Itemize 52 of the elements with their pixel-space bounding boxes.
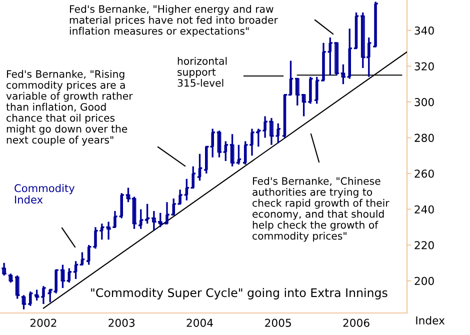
- y-tick-label: 280: [414, 134, 434, 142]
- candlestick: [353, 12, 360, 50]
- x-tick-label: 2002: [30, 318, 56, 327]
- candlestick: [138, 208, 144, 230]
- candlestick: [314, 76, 320, 105]
- y-tick-label: 260: [414, 170, 434, 178]
- candlestick: [300, 94, 307, 118]
- x-tick-label: 2005: [265, 318, 291, 327]
- candlestick: [60, 264, 66, 289]
- candlestick: [190, 166, 196, 189]
- candlestick: [236, 144, 242, 166]
- candlestick: [72, 260, 79, 280]
- candlestick: [216, 130, 222, 158]
- y-tick-label: 320: [414, 62, 434, 70]
- candlestick: [307, 76, 314, 105]
- candlestick: [8, 272, 14, 284]
- annotation: Fed's Bernanke, "Chinese authorities are trying to check rapid growth of their economy, and that should help check the growth of commodity prices": [252, 177, 390, 242]
- y-tick-label: 340: [414, 26, 434, 35]
- y-axis-title: Index: [416, 316, 445, 325]
- annotation: horizontal support 315-level: [178, 57, 227, 87]
- candlestick: [196, 152, 203, 182]
- candlestick: [274, 122, 282, 144]
- candlestick: [20, 294, 27, 310]
- candlestick: [0, 262, 8, 276]
- y-tick-label: 200: [414, 276, 434, 286]
- candlestick: [164, 201, 170, 224]
- candlestick: [346, 28, 353, 80]
- annotation: "Commodity Super Cycle" going into Extra Innings: [91, 288, 388, 300]
- candlestick: [294, 78, 301, 106]
- candlestick: [320, 42, 327, 82]
- candlestick: [66, 267, 72, 284]
- x-tick-label: 2006: [343, 318, 370, 327]
- annotation: Fed's Bernanke, "Rising commodity prices are a variable of growth rather than inflation, Good chance that oil prices might go down over the next couple of years": [6, 70, 133, 146]
- candlestick: [144, 203, 150, 224]
- y-tick-label: 300: [414, 98, 434, 106]
- candlestick: [34, 288, 40, 302]
- candlestick: [112, 210, 118, 228]
- candlestick: [14, 274, 21, 300]
- candlestick: [27, 290, 34, 307]
- candlestick: [52, 269, 60, 294]
- text: Commodity Index: [14, 184, 75, 204]
- x-tick-label: 2003: [108, 318, 135, 327]
- y-tick-label: 240: [414, 205, 434, 214]
- annotation: Fed's Bernanke, "Higher energy and raw material prices have not fed into broader inflation measures or expectations": [70, 5, 278, 37]
- candlestick: [40, 285, 47, 305]
- candlestick: [46, 288, 54, 304]
- x-tick-label: 2004: [186, 318, 213, 327]
- candlestick: [242, 140, 249, 166]
- candlestick: [229, 133, 236, 168]
- y-tick-label: 220: [414, 241, 434, 250]
- candlestick: [340, 64, 346, 85]
- candlestick: [118, 192, 125, 220]
